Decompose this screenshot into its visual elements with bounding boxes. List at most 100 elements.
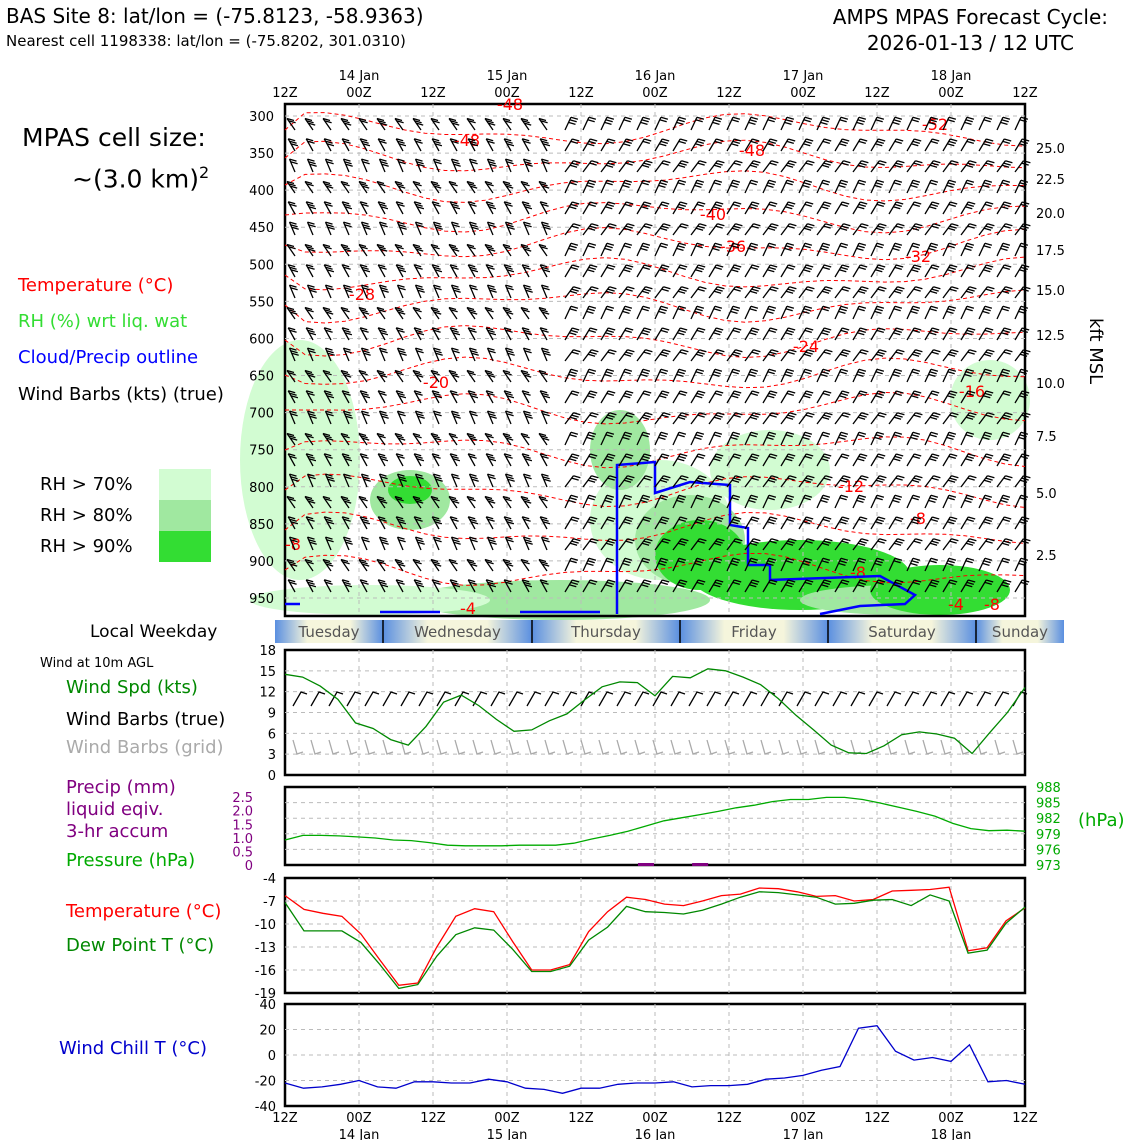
- wind-barb: [412, 306, 422, 320]
- wind-barb: [538, 180, 550, 194]
- wind-barb: [798, 327, 814, 341]
- windchill-panel-y-tick-label: 40: [259, 998, 276, 1013]
- wind-barb: [924, 116, 939, 131]
- wind-barb: [322, 306, 334, 320]
- wind-barb: [618, 412, 635, 425]
- wind-barb: [600, 201, 616, 215]
- wind-barb: [414, 473, 424, 488]
- wind-barb: [378, 158, 389, 173]
- wind-barb: [924, 179, 939, 194]
- wind-barb: [924, 431, 939, 446]
- wind-barb: [708, 305, 723, 320]
- wind-barb: [286, 495, 296, 509]
- wind-barb: [413, 138, 423, 152]
- wind-barb: [304, 243, 316, 257]
- wind-barb: [924, 579, 940, 593]
- top-x-date-label: 15 Jan: [487, 69, 528, 84]
- wind-barb-grid: [472, 739, 484, 755]
- wind-barb: [412, 432, 422, 446]
- wind-barb: [466, 369, 476, 383]
- wind-barb: [377, 516, 387, 530]
- wind-barb: [636, 557, 651, 572]
- wind-barb: [942, 475, 959, 488]
- wind-barb: [960, 390, 976, 404]
- temperature-contour: [284, 473, 1026, 508]
- wind-barb: [780, 412, 797, 425]
- wind-barb: [780, 160, 797, 173]
- wind-barb: [940, 691, 956, 707]
- wind-barb: [942, 431, 957, 446]
- wind-barb: [744, 538, 761, 551]
- wind-barb: [690, 557, 705, 572]
- wind-barb: [582, 223, 599, 236]
- wind-barb: [322, 117, 332, 131]
- windchill-panel-y-tick-label: -40: [255, 1100, 276, 1115]
- wind-barb: [852, 368, 867, 383]
- wind-barb: [359, 138, 371, 152]
- wind-barb: [708, 516, 724, 530]
- wind-barb: [654, 264, 670, 278]
- top-x-tick-label: 12Z: [568, 86, 594, 101]
- kft-tick-label: 25.0: [1036, 142, 1065, 157]
- temperature-contour-label: -48: [739, 141, 765, 160]
- temperature-contour-label: -12: [838, 477, 864, 496]
- wind-barb: [834, 264, 850, 278]
- wind-barb: [306, 284, 317, 299]
- wind-barb-grid: [436, 739, 448, 755]
- wind-barb: [762, 305, 777, 320]
- wind-barb-grid: [670, 739, 682, 755]
- wind-barb: [522, 158, 533, 173]
- wind-barb: [342, 221, 352, 236]
- wind-barb: [340, 306, 350, 320]
- wind-barb: [618, 475, 635, 488]
- wind-barb: [600, 557, 615, 572]
- top-x-tick-label: 00Z: [790, 86, 816, 101]
- weekday-label-friday: Friday: [731, 623, 777, 641]
- weekday-band: [275, 620, 383, 643]
- temperature-contour: [284, 356, 1026, 389]
- wind-barb: [834, 138, 850, 152]
- wind-barb: [960, 327, 976, 341]
- wind-barb: [636, 494, 651, 509]
- wind-barb: [976, 691, 992, 707]
- wind-barb: [377, 138, 387, 152]
- wind-panel-y-tick-label: 9: [268, 707, 276, 722]
- wind-barb: [942, 242, 957, 257]
- wind-barb: [834, 579, 850, 593]
- wind-barb: [449, 327, 461, 341]
- wind-barb-grid: [598, 739, 610, 755]
- wind-barb: [744, 242, 759, 257]
- wind-barb: [958, 691, 974, 707]
- wind-barb: [798, 264, 814, 278]
- wind-barb-grid: [634, 739, 646, 755]
- wind-barb: [564, 160, 581, 173]
- wind-barb: [834, 431, 849, 446]
- wind-barb: [467, 579, 477, 593]
- wind-barb: [744, 223, 761, 236]
- wind-barb: [468, 536, 478, 551]
- wind-barb: [978, 179, 993, 194]
- wind-barb: [432, 221, 443, 236]
- wind-barb: [834, 557, 849, 572]
- wind-barb: [744, 475, 761, 488]
- wind-barb: [960, 160, 977, 173]
- wind-barb: [816, 349, 833, 362]
- wind-barb: [539, 516, 551, 530]
- wind-barb: [798, 557, 813, 572]
- wind-barb: [672, 431, 687, 446]
- wind-barb: [1014, 264, 1030, 278]
- wind-barb: [432, 410, 442, 425]
- wind-barb: [978, 453, 994, 467]
- wind-barb: [582, 242, 597, 257]
- wind-barb: [906, 412, 923, 425]
- wind-barb: [304, 495, 316, 509]
- wind-barb: [996, 412, 1013, 425]
- wind-barb: [539, 138, 551, 152]
- wind-barb: [450, 473, 460, 488]
- wind-barb: [504, 158, 514, 173]
- wind-barb: [564, 286, 581, 299]
- wind-barb: [816, 475, 833, 488]
- wind-barb: [521, 138, 531, 152]
- wind-barb: [996, 160, 1013, 173]
- wind-barb: [834, 390, 850, 404]
